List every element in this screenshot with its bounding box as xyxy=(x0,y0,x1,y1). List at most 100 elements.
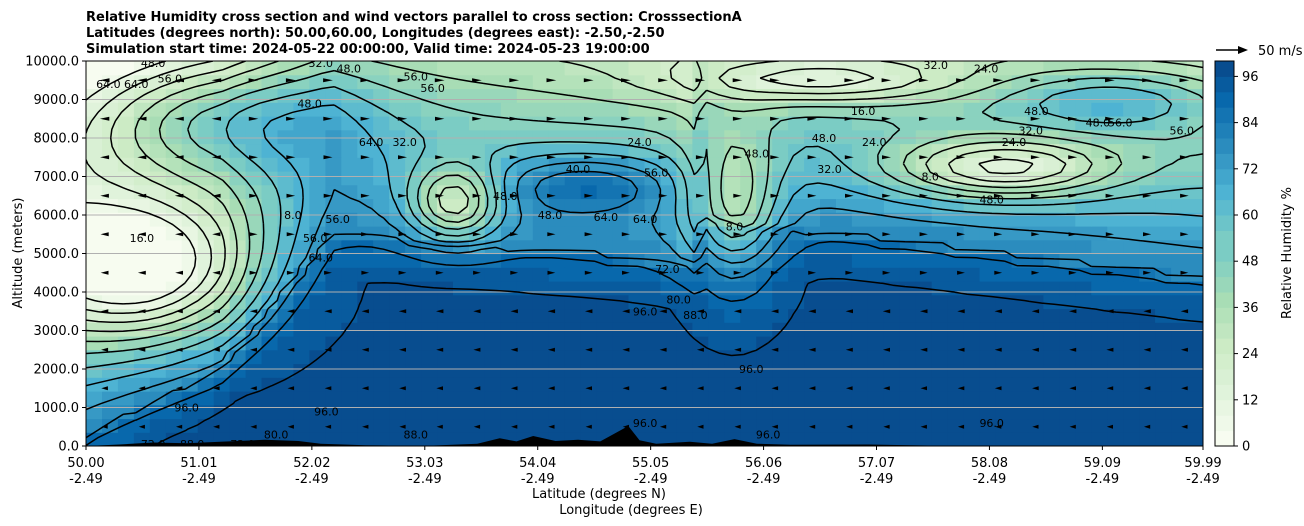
rh-cell xyxy=(612,157,630,172)
wind-vector xyxy=(361,347,369,352)
rh-cell xyxy=(772,363,789,378)
rh-cell xyxy=(516,184,534,200)
rh-cell xyxy=(181,432,199,446)
rh-cell xyxy=(915,377,933,392)
rh-cell xyxy=(1043,267,1060,282)
wind-vector xyxy=(1142,193,1152,198)
rh-cell xyxy=(1011,322,1029,337)
rh-cell xyxy=(867,336,885,351)
rh-cell xyxy=(149,404,167,420)
rh-cell xyxy=(373,432,390,446)
rh-cell xyxy=(1027,157,1045,172)
rh-cell xyxy=(963,404,981,420)
rh-cell xyxy=(357,143,374,158)
rh-cell xyxy=(740,322,757,337)
rh-cell xyxy=(1155,404,1172,420)
wind-vector xyxy=(659,386,667,391)
rh-cell xyxy=(692,157,709,172)
rh-cell xyxy=(820,322,837,337)
rh-cell xyxy=(405,74,422,90)
rh-cell xyxy=(804,102,821,117)
rh-cell xyxy=(820,129,837,145)
rh-cell xyxy=(357,322,374,337)
rh-cell xyxy=(580,404,598,420)
rh-cell xyxy=(1123,74,1140,90)
rh-cell xyxy=(1075,391,1092,406)
rh-cell xyxy=(277,129,295,145)
wind-vector xyxy=(658,193,668,198)
rh-cell xyxy=(564,143,582,158)
colorbar-frame xyxy=(1214,60,1235,447)
rh-cell xyxy=(325,129,342,145)
rh-cell xyxy=(277,418,295,433)
x-tick-label-lat: 54.04 xyxy=(519,456,556,471)
rh-cell xyxy=(500,418,518,433)
rh-cell xyxy=(102,363,119,378)
rh-cell xyxy=(469,129,486,145)
rh-cell xyxy=(325,294,342,310)
rh-cell xyxy=(1123,308,1140,323)
rh-cell xyxy=(756,61,773,76)
contour-label: 48.0 xyxy=(812,132,837,145)
rh-cell xyxy=(373,184,390,200)
wind-vector xyxy=(434,78,445,83)
wind-vector xyxy=(808,270,816,275)
wind-vector xyxy=(100,232,109,237)
rh-cell xyxy=(644,418,662,433)
rh-cell xyxy=(117,336,135,351)
rh-cell xyxy=(357,432,374,446)
rh-cell xyxy=(564,129,582,145)
rh-cell xyxy=(756,349,773,365)
wind-vector xyxy=(249,309,258,314)
rh-cell xyxy=(915,391,933,406)
rh-cell xyxy=(1059,336,1076,351)
rh-cell xyxy=(899,171,917,186)
rh-cell xyxy=(548,171,566,186)
rh-cell xyxy=(1011,377,1029,392)
rh-cell xyxy=(1043,61,1060,76)
rh-cell xyxy=(628,239,646,255)
rh-cell xyxy=(772,184,789,200)
rh-cell xyxy=(484,157,502,172)
rh-cell xyxy=(548,198,566,213)
wind-vector xyxy=(957,270,965,275)
rh-cell xyxy=(612,267,630,282)
rh-cell xyxy=(1043,363,1060,378)
rh-cell xyxy=(293,157,310,172)
wind-vector xyxy=(585,347,593,352)
rh-cell xyxy=(149,239,167,255)
rh-cell xyxy=(851,171,869,186)
rh-cell xyxy=(516,61,534,76)
x-tick-label-lat: 53.03 xyxy=(406,456,443,471)
rh-cell xyxy=(293,267,310,282)
rh-cell xyxy=(309,253,326,268)
wind-vector xyxy=(1069,347,1077,352)
rh-cell xyxy=(820,281,837,296)
wind-vector xyxy=(919,193,928,198)
rh-cell xyxy=(899,322,917,337)
contour-label: 80.0 xyxy=(264,428,289,441)
rh-cell xyxy=(1187,308,1203,323)
rh-cell xyxy=(804,88,821,103)
rh-cell xyxy=(149,102,167,117)
rh-cell xyxy=(293,129,310,145)
wind-vector xyxy=(809,424,816,429)
rh-cell xyxy=(133,391,151,406)
rh-cell xyxy=(102,349,119,365)
rh-cell xyxy=(756,281,773,296)
rh-cell xyxy=(165,308,183,323)
rh-cell xyxy=(1091,281,1108,296)
colorbar-tick-label: 0 xyxy=(1242,440,1250,455)
colorbar-segment xyxy=(1215,430,1234,447)
wind-vector xyxy=(994,309,1002,314)
rh-cell xyxy=(1027,281,1045,296)
rh-cell xyxy=(309,391,326,406)
contour-label: 72.0 xyxy=(655,263,680,276)
rh-cell xyxy=(820,74,837,90)
rh-cell xyxy=(612,88,630,103)
rh-cell xyxy=(963,308,981,323)
rh-cell xyxy=(437,391,454,406)
rh-cell xyxy=(389,404,406,420)
rh-cell xyxy=(979,88,997,103)
rh-cell xyxy=(500,391,518,406)
